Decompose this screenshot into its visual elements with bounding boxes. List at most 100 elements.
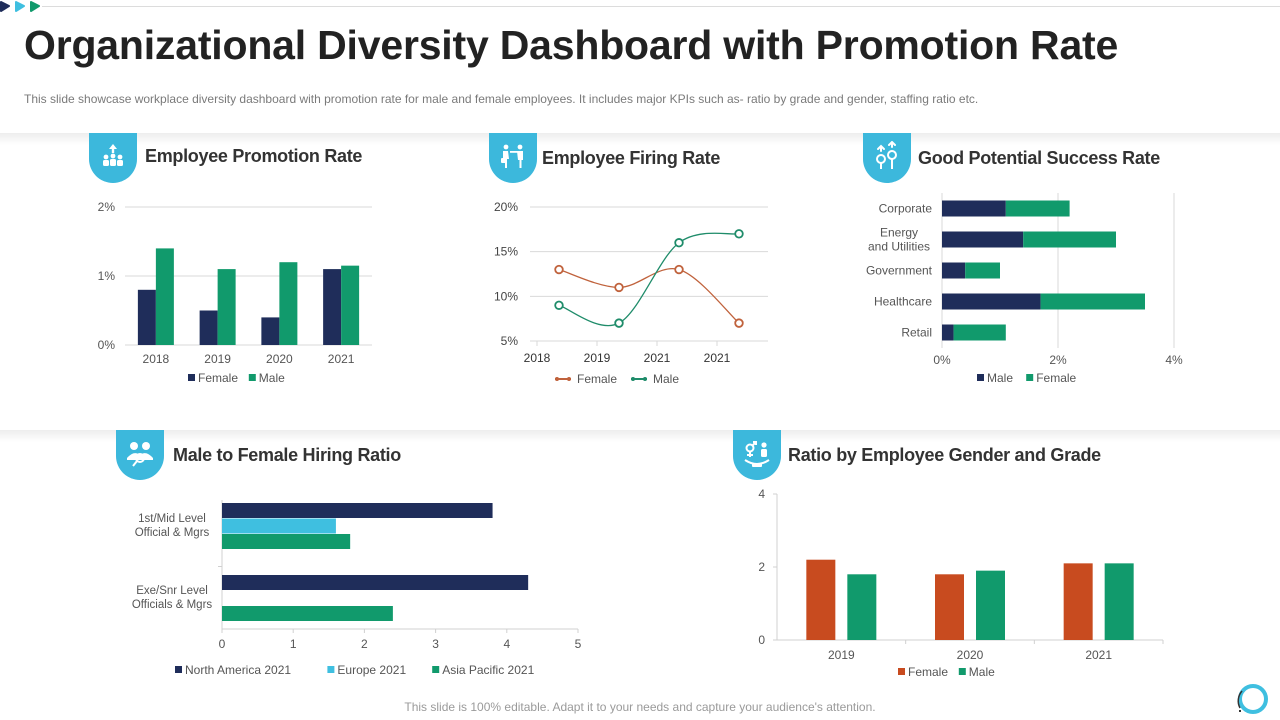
legend-marker (643, 377, 647, 381)
x-tick-label: 2019 (828, 648, 855, 662)
y-tick-label: 1% (98, 269, 116, 283)
y-tick-label: Government (866, 264, 933, 278)
bar-female-corporate (1005, 200, 1070, 217)
footer-note: This slide is 100% editable. Adapt it to… (404, 700, 876, 714)
legend-marker (555, 377, 559, 381)
y-tick-label: 0 (758, 633, 765, 647)
brand-logo-icon (1237, 684, 1268, 714)
point-female-2 (674, 264, 684, 275)
people-promotion-icon (89, 133, 137, 183)
hiring-ratio-chart: 0 1 2 3 4 5 1st/Mid Level Official & Mgrs Exe/Sn… (132, 500, 582, 677)
x-tick-label: 4 (503, 637, 510, 651)
x-tick-label: 2% (1049, 353, 1067, 367)
page-subtitle: This slide showcase workplace diversity … (24, 92, 979, 106)
bar-male-2020 (976, 570, 1005, 640)
legend-label: Male (259, 371, 285, 385)
y-tick-label: Energy and Utilities (868, 226, 930, 254)
bar-female-2021 (323, 269, 342, 345)
bar-male-2021 (341, 265, 360, 345)
firing-rate-chart: 5% 10% 15% 20% 2018 2019 2021 2021 Female Male (494, 200, 768, 386)
label-line: Energy (880, 226, 918, 240)
y-tick-label: 4 (758, 487, 765, 501)
x-tick-label: 2018 (143, 352, 170, 366)
legend-label: Male (969, 665, 995, 679)
page-title: Organizational Diversity Dashboard with … (24, 22, 1119, 68)
legend-label: Male (653, 372, 679, 386)
legend-label: Female (1036, 371, 1076, 385)
x-tick-label: 2021 (1085, 648, 1112, 662)
point-female-3 (734, 318, 744, 328)
bar-north-america-2021-group-0 (222, 503, 493, 518)
point-female-0 (554, 264, 564, 275)
x-tick-label: 2021 (328, 352, 355, 366)
y-tick-label: 1st/Mid Level Official & Mgrs (135, 513, 210, 539)
panel-title: Male to Female Hiring Ratio (173, 445, 401, 465)
legend-swatch-female (1026, 374, 1034, 381)
legend-label: Male (987, 371, 1013, 385)
gender-grade-chart: 0 2 4 2019 2020 2021 Female Male (758, 487, 1164, 679)
bar-asia-pacific-2021-group-1 (222, 606, 393, 621)
legend-swatch-north-america-2021 (175, 666, 182, 673)
arrow-dot-blue (15, 1, 25, 12)
label-line: and Utilities (868, 240, 930, 254)
arrow-dot-navy (0, 1, 10, 12)
legend-label: Female (908, 665, 948, 679)
panel-title: Employee Firing Rate (542, 148, 721, 168)
x-tick-label: 2018 (524, 351, 551, 365)
legend-swatch-male (248, 374, 256, 381)
x-tick-label: 4% (1165, 353, 1183, 367)
bar-female-2019 (199, 310, 218, 345)
x-tick-label: 2020 (266, 352, 293, 366)
gender-symbol-icon (733, 430, 781, 480)
bar-north-america-2021-group-1 (222, 575, 529, 590)
y-tick-label: 20% (494, 200, 518, 214)
bar-male-2019 (847, 574, 877, 640)
bar-male-2019 (217, 269, 236, 345)
bar-female-2021 (1063, 563, 1093, 640)
x-tick-label: 2 (361, 637, 368, 651)
legend-swatch-male (958, 668, 966, 675)
bar-female-2019 (806, 559, 836, 640)
legend-swatch-europe-2021 (327, 666, 335, 673)
x-tick-label: 2021 (704, 351, 731, 365)
bar-male-healthcare (942, 293, 1041, 310)
x-tick-label: 3 (432, 637, 439, 651)
x-tick-label: 2019 (584, 351, 611, 365)
y-tick-label: Healthcare (874, 295, 932, 309)
x-tick-label: 2019 (204, 352, 231, 366)
x-tick-label: 2021 (644, 351, 671, 365)
bar-male-corporate (942, 200, 1006, 217)
promotion-rate-chart: 0% 1% 2% 2018 2019 2020 2021 Female Male (98, 200, 372, 385)
bar-europe-2021-group-0 (222, 518, 336, 534)
arrow-dot-green (30, 1, 40, 12)
bar-female-retail (953, 324, 1006, 341)
bar-female-government (965, 262, 1000, 279)
people-search-icon (116, 430, 164, 480)
x-tick-label: 1 (290, 637, 297, 651)
bar-male-retail (942, 324, 954, 341)
bar-male-energy-and-utilities (942, 231, 1024, 248)
y-tick-label: 2 (758, 560, 765, 574)
label-line: Exe/Snr Level (136, 585, 208, 597)
bar-male-2021 (1104, 563, 1134, 640)
point-male-0 (554, 300, 564, 310)
point-female-1 (614, 282, 624, 293)
y-tick-label: 0% (98, 338, 116, 352)
point-male-2 (674, 238, 684, 248)
legend-marker (631, 377, 635, 381)
y-tick-label: Retail (901, 326, 932, 340)
x-tick-label: 5 (575, 637, 582, 651)
bar-female-2018 (137, 289, 156, 345)
bar-male-2020 (279, 262, 298, 345)
panel-row-shadow-bottom (0, 430, 1280, 442)
panel-title: Good Potential Success Rate (918, 148, 1160, 168)
y-tick-label: 15% (494, 245, 518, 259)
bar-female-2020 (261, 317, 280, 345)
legend-swatch-asia-pacific-2021 (432, 666, 440, 673)
label-line: 1st/Mid Level (138, 513, 206, 525)
line-male (558, 232, 740, 327)
bar-female-2020 (935, 574, 964, 640)
bar-female-healthcare (1040, 293, 1145, 310)
legend-swatch-female (188, 374, 195, 381)
label-line: Officials & Mgrs (132, 599, 213, 611)
